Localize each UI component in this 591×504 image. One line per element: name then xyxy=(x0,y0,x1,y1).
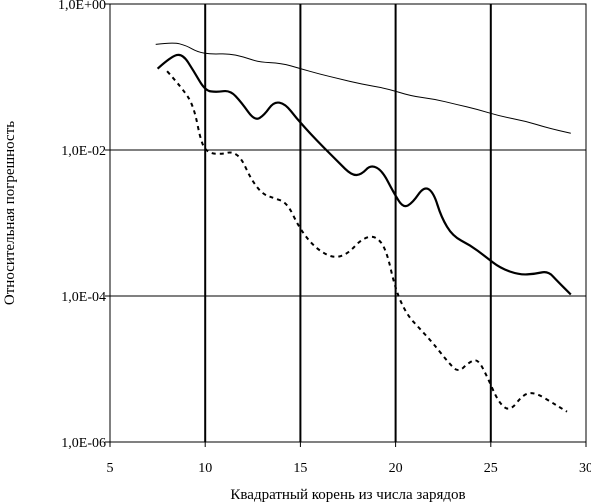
x-tick-label-2: 15 xyxy=(293,461,307,476)
series-line-1 xyxy=(155,42,571,134)
y-axis-title: Относительная погрешность xyxy=(2,121,18,305)
gridlines xyxy=(110,4,586,442)
x-tick-label-1: 10 xyxy=(198,461,212,476)
x-tick-label-0: 5 xyxy=(107,461,114,476)
series-line-2 xyxy=(156,53,572,296)
y-tick-label-2: 1,0E-02 xyxy=(61,144,106,159)
x-axis-ticks: 5 10 15 20 25 30 xyxy=(107,442,591,476)
y-axis-ticks: 1,0E-06 1,0E-04 1,0E-02 1,0E+00 xyxy=(58,0,110,451)
x-tick-label-3: 20 xyxy=(389,461,403,476)
x-axis-title: Квадратный корень из числа зарядов xyxy=(230,487,465,503)
y-tick-label-3: 1,0E+00 xyxy=(58,0,106,13)
x-tick-label-4: 25 xyxy=(484,461,498,476)
y-tick-label-1: 1,0E-04 xyxy=(61,290,106,305)
data-series xyxy=(155,42,572,413)
plot-area xyxy=(109,3,587,443)
y-tick-label-0: 1,0E-06 xyxy=(61,436,106,451)
x-tick-label-5: 30 xyxy=(579,461,591,476)
